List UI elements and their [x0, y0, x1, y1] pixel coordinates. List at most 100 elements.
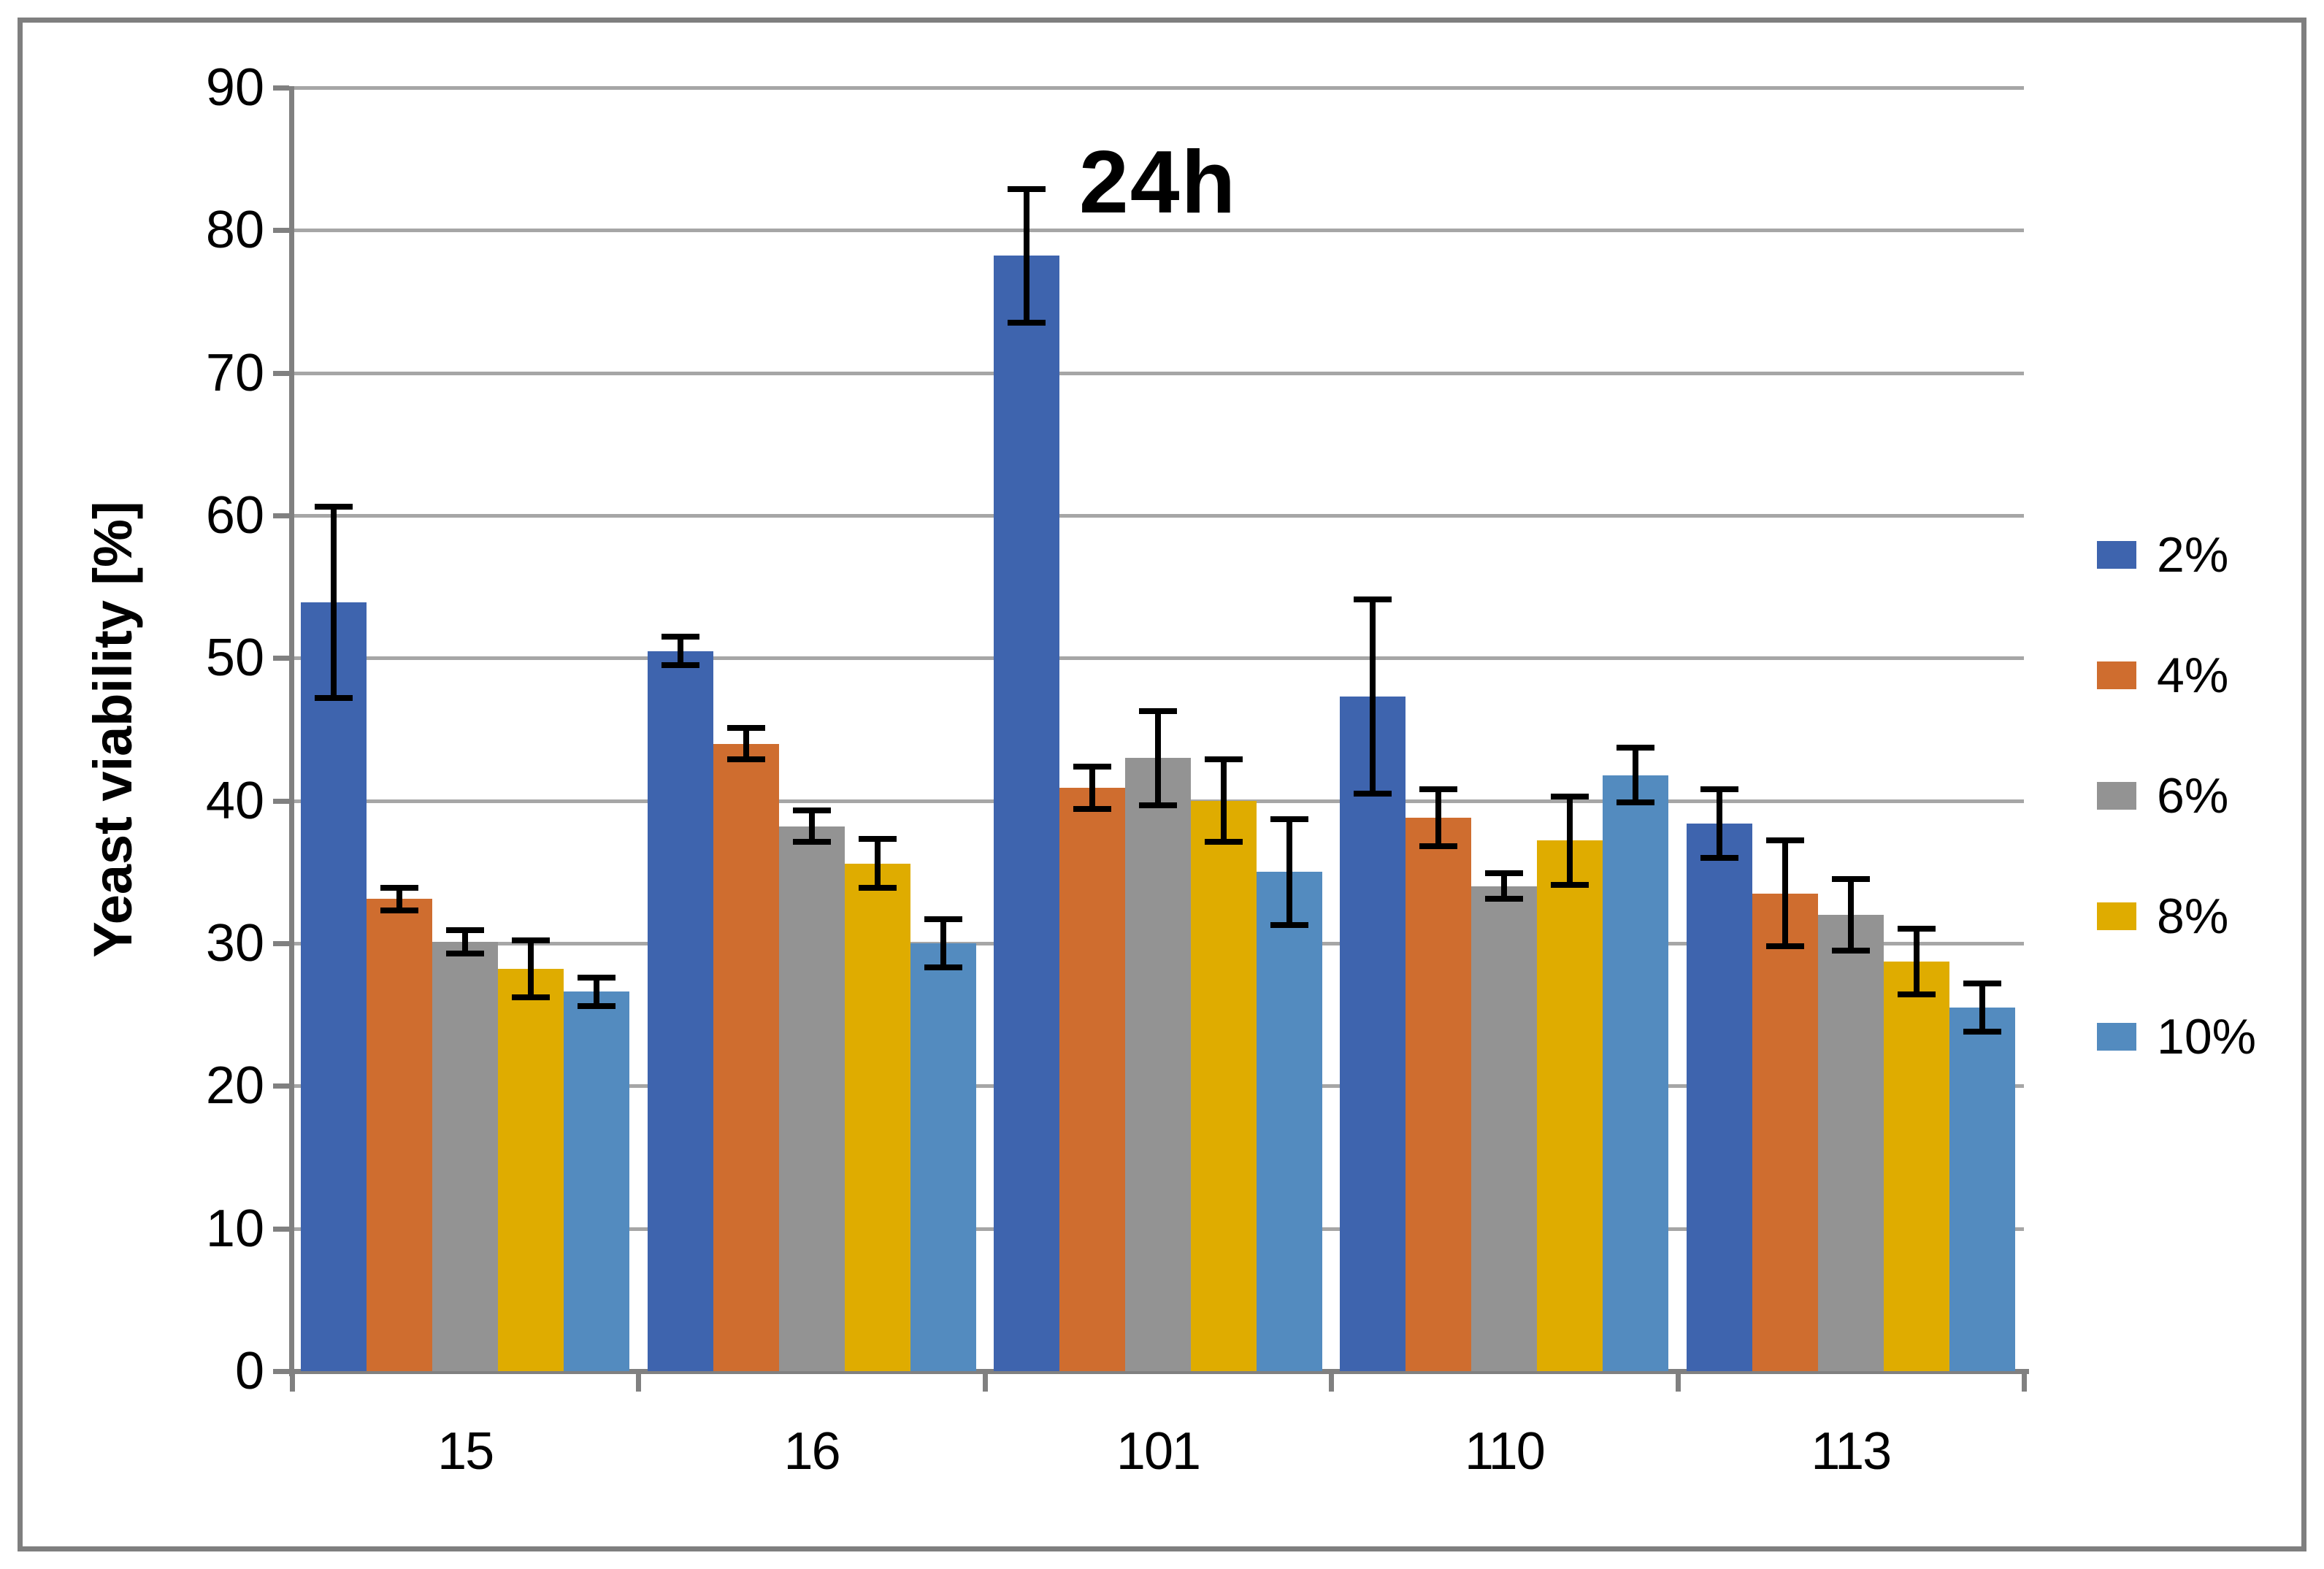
y-axis-line	[289, 86, 294, 1376]
gridline-70	[292, 371, 2024, 375]
bar-10%-101	[1257, 872, 1322, 1371]
error-bar-cap-top	[315, 504, 353, 510]
bar-2%-15	[301, 602, 367, 1371]
error-bar-line	[1221, 759, 1227, 843]
legend-swatch-10%	[2097, 1023, 2136, 1051]
error-bar-cap-bottom	[858, 884, 897, 891]
error-bar-cap-top	[1270, 816, 1308, 823]
bar-8%-101	[1191, 800, 1257, 1371]
bar-4%-101	[1059, 788, 1125, 1371]
gridline-90	[292, 86, 2024, 90]
y-tick-label: 60	[205, 486, 264, 545]
error-bar-cap-top	[1354, 596, 1392, 603]
error-bar-line	[1716, 789, 1722, 858]
error-bar-cap-bottom	[1073, 806, 1111, 813]
error-bar-line	[331, 507, 337, 698]
error-bar-line	[1370, 599, 1376, 794]
bar-2%-110	[1340, 697, 1406, 1371]
error-bar-cap-bottom	[726, 756, 765, 763]
error-bar-cap-top	[512, 937, 551, 944]
bar-6%-110	[1471, 886, 1538, 1371]
error-bar-cap-bottom	[661, 662, 699, 669]
legend-label: 10%	[2157, 1009, 2257, 1064]
y-tick-mark	[273, 1226, 289, 1232]
legend-swatch-6%	[2097, 782, 2136, 810]
error-bar-cap-top	[380, 884, 419, 891]
y-tick-label: 70	[205, 343, 264, 402]
bar-8%-16	[844, 863, 910, 1371]
error-bar-cap-top	[1073, 763, 1111, 770]
y-tick-label: 90	[205, 58, 264, 117]
y-tick-label: 40	[205, 771, 264, 830]
error-bar-cap-top	[858, 836, 897, 843]
error-bar-line	[743, 728, 749, 759]
x-tick-mark	[982, 1374, 988, 1392]
error-bar-cap-top	[1831, 876, 1870, 883]
error-bar-cap-bottom	[1700, 854, 1738, 861]
error-bar-cap-top	[578, 974, 616, 981]
bar-6%-16	[778, 826, 845, 1371]
gridline-50	[292, 656, 2024, 661]
error-bar-cap-bottom	[1551, 881, 1589, 888]
error-bar-cap-bottom	[1617, 799, 1655, 805]
error-bar-cap-bottom	[380, 908, 419, 914]
legend-item-8%: 8%	[2097, 891, 2228, 942]
error-bar-cap-top	[661, 634, 699, 640]
bar-2%-101	[994, 256, 1059, 1371]
bar-4%-110	[1405, 818, 1472, 1371]
chart-border	[18, 18, 2306, 1551]
chart-title: 24h	[1078, 132, 1238, 231]
error-bar-cap-bottom	[446, 950, 485, 956]
error-bar-cap-bottom	[1008, 320, 1046, 326]
y-tick-label: 0	[234, 1342, 264, 1400]
error-bar-cap-bottom	[1765, 943, 1804, 949]
legend-item-4%: 4%	[2097, 650, 2228, 701]
y-tick-label: 50	[205, 629, 264, 688]
x-tick-label: 113	[1811, 1422, 1892, 1481]
bar-2%-113	[1686, 823, 1752, 1371]
error-bar-line	[528, 940, 534, 998]
y-tick-label: 30	[205, 914, 264, 973]
error-bar-cap-top	[1963, 980, 2001, 986]
error-bar-line	[462, 930, 469, 954]
error-bar-line	[1633, 748, 1639, 802]
error-bar-cap-bottom	[924, 964, 962, 971]
y-tick-mark	[273, 513, 289, 518]
error-bar-cap-top	[1551, 793, 1589, 799]
legend-item-10%: 10%	[2097, 1011, 2256, 1062]
legend-label: 4%	[2157, 648, 2229, 703]
bar-6%-15	[432, 942, 499, 1371]
error-bar-cap-bottom	[1485, 896, 1524, 902]
error-bar-cap-bottom	[792, 839, 831, 845]
error-bar-line	[1913, 929, 1920, 995]
error-bar-line	[1155, 710, 1161, 805]
x-tick-label: 110	[1464, 1422, 1546, 1481]
y-tick-label: 10	[205, 1199, 264, 1258]
error-bar-cap-bottom	[1354, 790, 1392, 797]
legend-label: 2%	[2157, 527, 2229, 583]
bar-10%-113	[1949, 1007, 2015, 1371]
bar-8%-15	[498, 969, 564, 1371]
y-tick-mark	[273, 1369, 289, 1374]
gridline-60	[292, 514, 2024, 518]
y-tick-mark	[273, 85, 289, 91]
bar-6%-113	[1817, 914, 1884, 1371]
bar-10%-110	[1603, 775, 1669, 1371]
error-bar-cap-top	[792, 807, 831, 814]
error-bar-line	[1979, 983, 1985, 1032]
error-bar-line	[1089, 766, 1095, 810]
error-bar-cap-top	[1897, 926, 1936, 932]
error-bar-line	[1782, 840, 1788, 946]
error-bar-cap-top	[1765, 837, 1804, 844]
error-bar-cap-bottom	[1139, 802, 1177, 808]
error-bar-cap-bottom	[1963, 1029, 2001, 1035]
error-bar-cap-top	[924, 916, 962, 922]
error-bar-cap-bottom	[315, 695, 353, 702]
x-tick-mark	[2022, 1374, 2027, 1392]
y-axis-title: Yeast viability [%]	[83, 501, 143, 958]
bar-6%-101	[1125, 758, 1191, 1371]
error-bar-line	[808, 810, 815, 843]
error-bar-line	[940, 918, 946, 968]
error-bar-cap-top	[1205, 756, 1243, 763]
error-bar-cap-bottom	[1270, 921, 1308, 928]
